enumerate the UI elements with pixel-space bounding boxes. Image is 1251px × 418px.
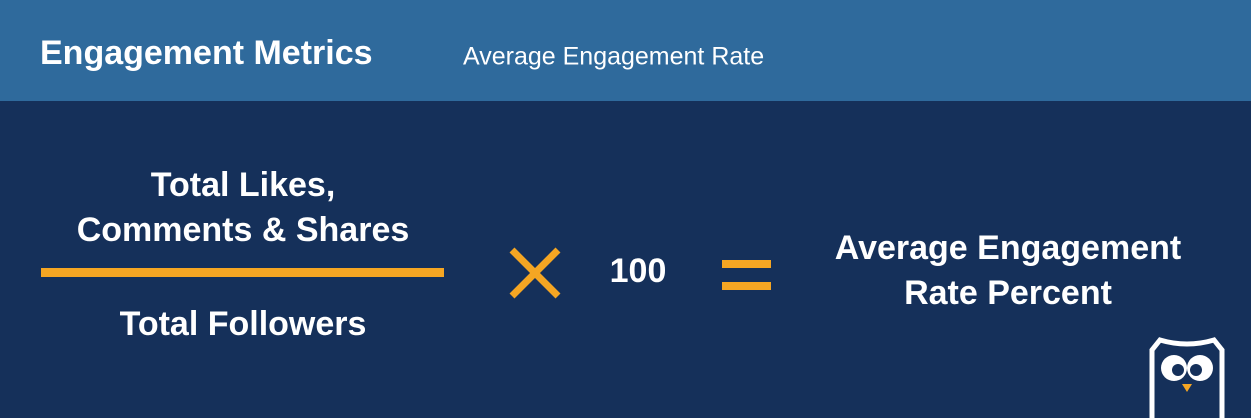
multiplier: 100 [610, 252, 667, 290]
header-subtitle: Average Engagement Rate [463, 43, 764, 71]
numerator-line: Total Likes, [151, 166, 336, 204]
times-sign [509, 247, 561, 299]
denominator: Total Followers [120, 305, 367, 343]
result-line: Average Engagement [835, 229, 1181, 267]
body-band [0, 101, 1251, 418]
fraction-bar [41, 268, 444, 277]
equals-bar [722, 282, 771, 290]
equals-bar [722, 260, 771, 268]
result-line: Rate Percent [904, 274, 1112, 312]
owl-logo [1149, 337, 1225, 418]
header-title: Engagement Metrics [40, 34, 373, 72]
numerator-line: Comments & Shares [77, 211, 410, 249]
header-band [0, 0, 1251, 101]
